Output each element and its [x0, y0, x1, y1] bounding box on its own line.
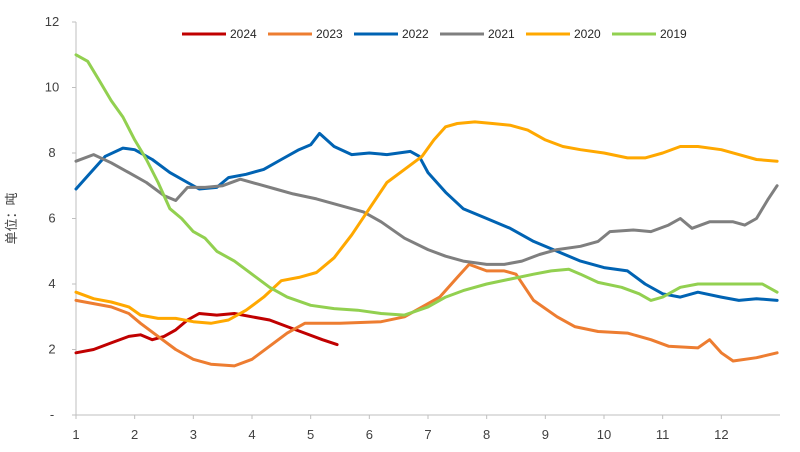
x-tick-label: 2 [131, 427, 138, 442]
series-line-2020 [74, 120, 779, 325]
y-tick-label: 2 [48, 342, 55, 357]
legend: 2024 2023 2022 2021 2020 2019 [182, 27, 687, 41]
legend-label-2020: 2020 [574, 27, 601, 41]
legend-label-2019: 2019 [660, 27, 687, 41]
x-tick-label: 10 [597, 427, 611, 442]
x-tick-label: 1 [72, 427, 79, 442]
series-line-2023 [74, 262, 779, 368]
x-tick-labels: 1 2 3 4 5 6 7 8 9 10 11 12 [72, 415, 729, 442]
x-tick-label: 5 [307, 427, 314, 442]
y-tick-label: 8 [48, 145, 55, 160]
x-tick-label: 9 [542, 427, 549, 442]
series-line-2019 [74, 53, 779, 317]
x-tick-label: 4 [248, 427, 255, 442]
y-tick-label: 10 [45, 80, 59, 95]
y-axis-label: 单位：吨 [5, 192, 20, 244]
legend-label-2023: 2023 [316, 27, 343, 41]
y-tick-label: - [50, 407, 54, 422]
x-tick-label: 3 [190, 427, 197, 442]
legend-label-2024: 2024 [230, 27, 257, 41]
series-lines [74, 53, 779, 368]
legend-label-2021: 2021 [488, 27, 515, 41]
y-tick-labels: - 2 4 6 8 10 12 [45, 14, 76, 422]
y-tick-label: 4 [48, 276, 55, 291]
x-tick-label: 12 [714, 427, 728, 442]
series-line-2024 [74, 312, 339, 355]
y-tick-label: 6 [48, 211, 55, 226]
y-tick-label: 12 [45, 14, 59, 29]
x-tick-label: 7 [424, 427, 431, 442]
series-line-2022 [74, 131, 779, 302]
x-tick-label: 6 [366, 427, 373, 442]
x-tick-label: 8 [483, 427, 490, 442]
x-tick-label: 11 [656, 427, 670, 442]
series-line-2021 [74, 153, 779, 266]
legend-label-2022: 2022 [402, 27, 429, 41]
